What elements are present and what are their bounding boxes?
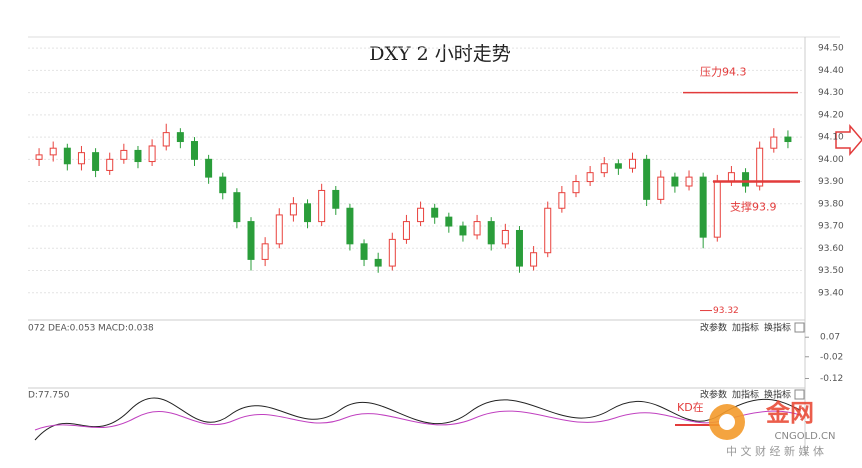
candle-body <box>261 243 269 260</box>
candle-body <box>643 158 651 200</box>
y-tick-label: 93.50 <box>818 266 844 276</box>
candle-body <box>63 147 71 165</box>
y-tick-label: 94.00 <box>818 155 844 165</box>
y-tick-label: 93.40 <box>818 288 844 298</box>
candle-body <box>289 203 297 216</box>
candle-body <box>77 152 85 165</box>
candle-body <box>120 149 128 160</box>
candle-body <box>445 216 453 227</box>
kd-d-line <box>34 410 801 431</box>
candle-body <box>671 176 679 187</box>
candle-body <box>346 207 354 245</box>
candle-body <box>629 158 637 169</box>
macd-tick-label: -0.12 <box>820 374 843 384</box>
candle-body <box>176 132 184 143</box>
candle-body <box>106 158 114 171</box>
candle-body <box>473 221 481 236</box>
kd-label: D:77.750 <box>28 391 70 401</box>
candle-body <box>205 158 213 178</box>
candle-body <box>318 189 326 223</box>
candle-body <box>233 192 241 223</box>
candle-body <box>530 252 538 267</box>
macd-label: 072 <box>28 324 45 334</box>
candle-body <box>360 243 368 260</box>
y-tick-label: 93.90 <box>818 177 844 187</box>
close-button[interactable] <box>794 322 805 333</box>
y-tick-label: 93.70 <box>818 222 844 232</box>
arrow-icon <box>835 123 862 157</box>
candle-body <box>247 221 255 260</box>
candle-body <box>148 145 156 163</box>
candle-body <box>600 163 608 174</box>
level-label: 压力94.3 <box>700 66 747 79</box>
candle-body <box>699 176 707 238</box>
candle-body <box>558 192 566 209</box>
candle-body <box>727 172 735 183</box>
y-tick-label: 94.10 <box>818 133 844 143</box>
y-tick-label: 93.80 <box>818 199 844 209</box>
kd-k-line <box>34 397 801 441</box>
level-label: 支撑93.9 <box>730 200 777 214</box>
candle-body <box>544 207 552 254</box>
button[interactable]: 换指标 <box>764 322 791 334</box>
candle-body <box>614 163 622 169</box>
watermark-slogan: 中 文 财 经 新 媒 体 <box>726 444 824 458</box>
macd-tick-label: -0.02 <box>820 352 843 362</box>
button[interactable]: 加指标 <box>732 389 759 401</box>
candle-body <box>162 132 170 147</box>
button[interactable]: 改参数 <box>700 389 727 401</box>
macd-label: MACD:0.038 <box>98 324 154 334</box>
candle-body <box>275 214 283 245</box>
candle-body <box>49 147 57 156</box>
candle-body <box>417 207 425 223</box>
kd-note: KD在 <box>677 401 704 414</box>
candle-body <box>374 258 382 267</box>
button[interactable]: 加指标 <box>732 322 759 334</box>
candle-body <box>685 176 693 187</box>
candle-body <box>515 229 523 267</box>
macd-tick-label: 0.07 <box>820 333 840 343</box>
candle-body <box>134 149 142 163</box>
candle-body <box>431 207 439 218</box>
candle-body <box>657 176 665 200</box>
candle-body <box>92 152 100 171</box>
button[interactable]: 换指标 <box>764 389 791 401</box>
candle-body <box>304 203 312 223</box>
candle-body <box>402 221 410 240</box>
candle-body <box>487 221 495 245</box>
candle-body <box>459 225 467 236</box>
y-tick-label: 94.40 <box>818 66 844 76</box>
macd-label: DEA:0.053 <box>48 324 95 334</box>
low-label: 93.32 <box>713 306 739 316</box>
candle-body <box>332 189 340 209</box>
watermark-logo <box>719 414 735 430</box>
candle-body <box>742 172 750 187</box>
watermark-brand: 金网 <box>765 399 814 427</box>
y-tick-label: 93.60 <box>818 244 844 254</box>
button[interactable]: 改参数 <box>700 322 727 334</box>
close-button[interactable] <box>794 389 805 400</box>
candle-body <box>35 154 43 160</box>
candle-body <box>784 136 792 143</box>
chart-title: DXY 2 小时走势 <box>369 43 510 65</box>
candle-body <box>770 136 778 149</box>
candle-body <box>713 181 721 238</box>
candle-body <box>501 229 509 245</box>
y-tick-label: 94.20 <box>818 110 844 120</box>
candle-body <box>756 147 764 187</box>
candle-body <box>219 176 227 194</box>
candle-body <box>586 172 594 183</box>
y-tick-label: 94.30 <box>818 88 844 98</box>
y-tick-label: 94.50 <box>818 44 844 54</box>
candle-body <box>388 238 396 267</box>
candle-body <box>190 141 198 160</box>
candle-body <box>572 181 580 194</box>
watermark-site: CNGOLD.CN <box>775 431 836 442</box>
